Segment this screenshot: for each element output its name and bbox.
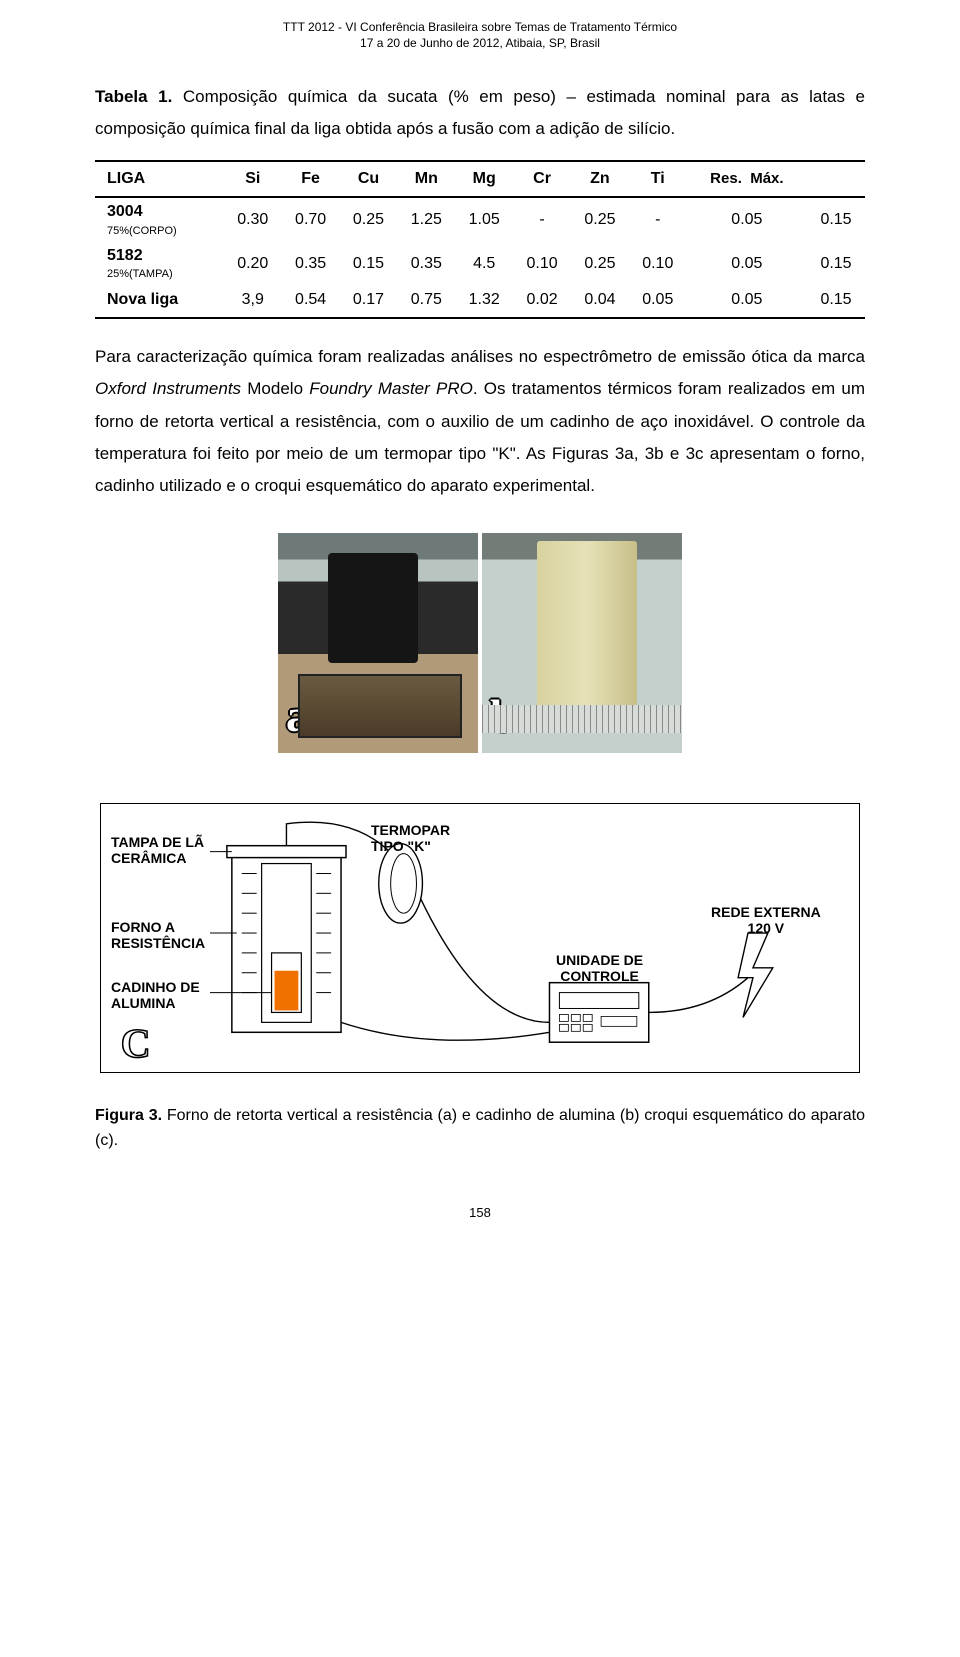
figure-caption: Figura 3. Forno de retorta vertical a re… bbox=[95, 1103, 865, 1154]
cell: 0.75 bbox=[397, 286, 455, 318]
cell: 0.04 bbox=[571, 286, 629, 318]
composition-table: LIGA Si Fe Cu Mn Mg Cr Zn Ti Res. Máx. 3… bbox=[95, 160, 865, 319]
row2-name: Nova liga bbox=[107, 291, 178, 308]
row1-name: 5182 bbox=[107, 247, 143, 264]
table: LIGA Si Fe Cu Mn Mg Cr Zn Ti Res. Máx. 3… bbox=[95, 160, 865, 319]
cell: 0.70 bbox=[282, 197, 340, 242]
photo-a: a bbox=[278, 533, 478, 753]
table-intro-text: Composição química da sucata (% em peso)… bbox=[95, 87, 865, 138]
table-row: 5182 25%(TAMPA) 0.20 0.35 0.15 0.35 4.5 0… bbox=[95, 242, 865, 286]
cell: 0.15 bbox=[340, 242, 398, 286]
label-termopar-text: TERMOPAR TIPO "K" bbox=[371, 822, 450, 854]
table-header-row: LIGA Si Fe Cu Mn Mg Cr Zn Ti Res. Máx. bbox=[95, 161, 865, 197]
max-label: Máx. bbox=[750, 170, 783, 187]
row1-sub: 25%(TAMPA) bbox=[107, 267, 220, 282]
page-number: 158 bbox=[95, 1204, 865, 1222]
cell: 0.30 bbox=[224, 197, 282, 242]
photo-b: b bbox=[482, 533, 682, 753]
label-cadinho-text: CADINHO DE ALUMINA bbox=[111, 979, 200, 1011]
p1c: Modelo bbox=[241, 379, 309, 398]
conf-line2: 17 a 20 de Junho de 2012, Atibaia, SP, B… bbox=[95, 36, 865, 52]
body-paragraph: Para caracterização química foram realiz… bbox=[95, 341, 865, 502]
cell: 0.05 bbox=[687, 286, 807, 318]
table-row: 300475%(CORPO) 0.30 0.70 0.25 1.25 1.05 … bbox=[95, 197, 865, 242]
cell: 0.05 bbox=[629, 286, 687, 318]
cell: 0.25 bbox=[340, 197, 398, 242]
label-cadinho: CADINHO DE ALUMINA bbox=[111, 979, 200, 1011]
cell: 0.20 bbox=[224, 242, 282, 286]
col-zn: Zn bbox=[571, 161, 629, 197]
cell: - bbox=[513, 197, 571, 242]
cell: 1.25 bbox=[397, 197, 455, 242]
cell: 1.32 bbox=[455, 286, 513, 318]
cell: 0.15 bbox=[807, 242, 865, 286]
cell: 0.25 bbox=[571, 197, 629, 242]
label-rede: REDE EXTERNA 120 V bbox=[711, 904, 821, 936]
cell: 0.02 bbox=[513, 286, 571, 318]
label-unidade: UNIDADE DE CONTROLE bbox=[556, 952, 643, 984]
cell: 0.10 bbox=[513, 242, 571, 286]
cell: 0.15 bbox=[807, 286, 865, 318]
fig-text: Forno de retorta vertical a resistência … bbox=[95, 1107, 865, 1150]
col-empty bbox=[807, 161, 865, 197]
conf-line1: TTT 2012 - VI Conferência Brasileira sob… bbox=[95, 20, 865, 36]
row0-sub: 75%(CORPO) bbox=[107, 224, 220, 239]
row-name: Nova liga bbox=[95, 286, 224, 318]
p1b: Oxford Instruments bbox=[95, 379, 241, 398]
cell: 3,9 bbox=[224, 286, 282, 318]
cell: 4.5 bbox=[455, 242, 513, 286]
photo-a-letter: a bbox=[286, 684, 309, 748]
cell: - bbox=[629, 197, 687, 242]
schematic-diagram: C TAMPA DE LÃ CERÂMICA TERMOPAR TIPO "K"… bbox=[100, 803, 860, 1073]
label-forno-text: FORNO A RESISTÊNCIA bbox=[111, 919, 205, 951]
cell: 0.35 bbox=[282, 242, 340, 286]
res-label: Res. bbox=[710, 170, 742, 187]
figure-photos: a b bbox=[95, 533, 865, 753]
col-ti: Ti bbox=[629, 161, 687, 197]
cell: 0.05 bbox=[687, 242, 807, 286]
col-resmax: Res. Máx. bbox=[687, 161, 807, 197]
p1d: Foundry Master PRO bbox=[309, 379, 473, 398]
cell: 0.15 bbox=[807, 197, 865, 242]
fig-label: Figura 3. bbox=[95, 1107, 162, 1124]
label-termopar: TERMOPAR TIPO "K" bbox=[371, 822, 450, 854]
label-rede-text: REDE EXTERNA 120 V bbox=[711, 904, 821, 936]
cell: 0.05 bbox=[687, 197, 807, 242]
col-cu: Cu bbox=[340, 161, 398, 197]
row-name: 3004 75%(CORPO) bbox=[95, 197, 224, 242]
conference-header: TTT 2012 - VI Conferência Brasileira sob… bbox=[95, 20, 865, 51]
col-fe: Fe bbox=[282, 161, 340, 197]
row0-name: 3004 bbox=[107, 203, 143, 220]
label-tampa: TAMPA DE LÃ CERÂMICA bbox=[111, 834, 204, 866]
cell: 0.17 bbox=[340, 286, 398, 318]
cell: 0.10 bbox=[629, 242, 687, 286]
cell: 0.35 bbox=[397, 242, 455, 286]
col-liga: LIGA bbox=[95, 161, 224, 197]
row-name: 5182 25%(TAMPA) bbox=[95, 242, 224, 286]
table-label: Tabela 1. bbox=[95, 87, 172, 106]
col-mg: Mg bbox=[455, 161, 513, 197]
col-cr: Cr bbox=[513, 161, 571, 197]
cell: 1.05 bbox=[455, 197, 513, 242]
schematic-svg: C bbox=[101, 804, 859, 1072]
label-forno: FORNO A RESISTÊNCIA bbox=[111, 919, 205, 951]
p1a: Para caracterização química foram realiz… bbox=[95, 347, 865, 366]
label-tampa-text: TAMPA DE LÃ CERÂMICA bbox=[111, 834, 204, 866]
label-unidade-text: UNIDADE DE CONTROLE bbox=[556, 952, 643, 984]
table-intro: Tabela 1. Composição química da sucata (… bbox=[95, 81, 865, 146]
cell: 0.54 bbox=[282, 286, 340, 318]
photo-b-letter: b bbox=[490, 684, 516, 748]
svg-text:C: C bbox=[121, 1021, 151, 1067]
col-mn: Mn bbox=[397, 161, 455, 197]
cell: 0.25 bbox=[571, 242, 629, 286]
table-row: Nova liga 3,9 0.54 0.17 0.75 1.32 0.02 0… bbox=[95, 286, 865, 318]
col-si: Si bbox=[224, 161, 282, 197]
